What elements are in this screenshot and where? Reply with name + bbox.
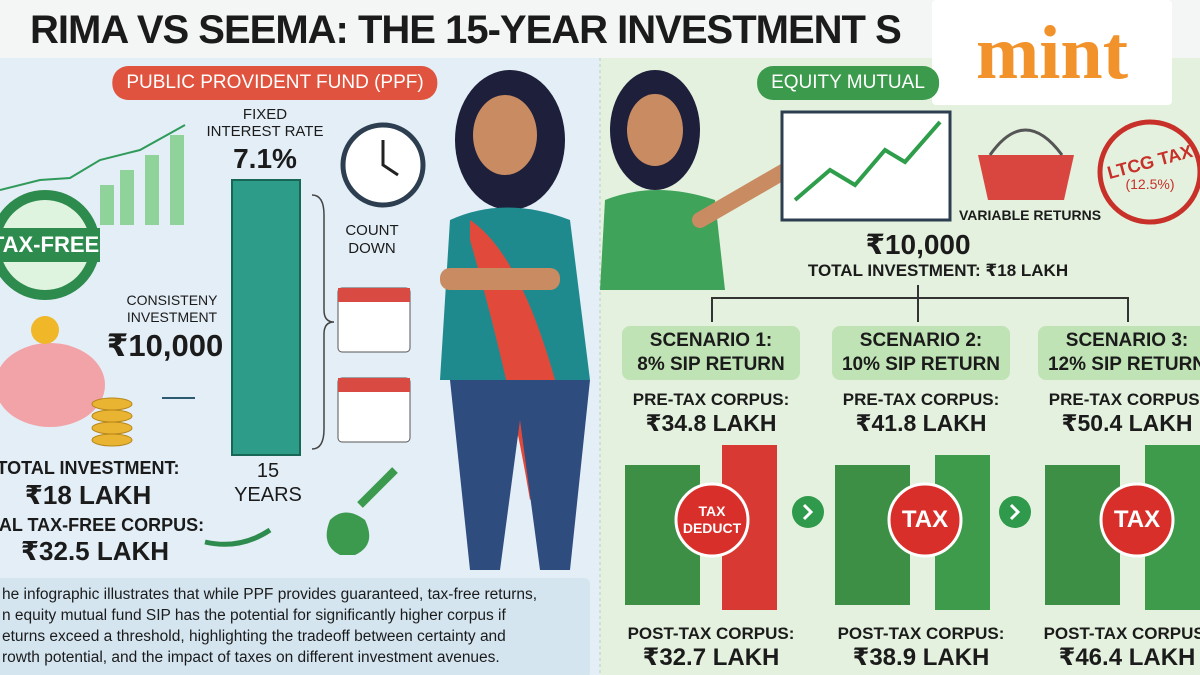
variable: VARIABLE RETURNS	[958, 207, 1102, 223]
equity-monthly: ₹10,000	[865, 229, 971, 260]
post-value: ₹38.9 LAKH	[852, 644, 990, 671]
post-label: POST-TAX CORPUS:	[1043, 624, 1200, 643]
tax-label: TAX	[698, 503, 726, 519]
caption-line: n equity mutual fund SIP has the potenti…	[2, 607, 506, 624]
pre-value: ₹50.4 LAKH	[1061, 410, 1193, 436]
caption-line: rowth potential, and the impact of taxes…	[2, 649, 500, 666]
rate-label: FIXED	[242, 106, 288, 123]
title: RIMA VS SEEMA: THE 15-YEAR INVESTMENT S	[30, 8, 902, 52]
post-value: ₹32.7 LAKH	[642, 644, 780, 671]
pre-value: ₹41.8 LAKH	[855, 410, 987, 436]
equity-total: TOTAL INVESTMENT: ₹18 LAKH	[807, 261, 1069, 280]
total-label: TOTAL INVESTMENT:	[0, 458, 180, 478]
ppf-heading: PUBLIC PROVIDENT FUND (PPF)	[112, 66, 438, 100]
pre-label: PRE-TAX CORPUS:	[1048, 390, 1200, 409]
corpus: ₹32.5 LAKH	[20, 536, 170, 566]
countdown: COUNT	[345, 222, 399, 239]
rate: 7.1%	[233, 143, 297, 174]
caption-line: he infographic illustrates that while PP…	[2, 586, 538, 603]
scenario-return: 10% SIP RETURN	[841, 354, 1001, 375]
pre-label: PRE-TAX CORPUS:	[632, 390, 790, 409]
logo: mint	[976, 11, 1128, 95]
years: YEARS	[234, 484, 302, 506]
scenario-title: SCENARIO 1:	[649, 330, 773, 351]
badge: TAX-FREE	[0, 232, 100, 257]
monthly: ₹10,000	[106, 328, 224, 363]
caption-line: eturns exceed a threshold, highlighting …	[2, 628, 506, 645]
pre-value: ₹34.8 LAKH	[645, 410, 777, 436]
tax-label: DEDUCT	[682, 520, 742, 536]
equity-heading: EQUITY MUTUAL	[757, 66, 939, 100]
years: 15	[256, 460, 280, 482]
post-label: POST-TAX CORPUS:	[837, 624, 1005, 643]
post-value: ₹46.4 LAKH	[1058, 644, 1196, 671]
total: ₹18 LAKH	[24, 480, 152, 510]
scenario-title: SCENARIO 3:	[1065, 330, 1189, 351]
scenario-return: 8% SIP RETURN	[637, 354, 785, 375]
tax-label: TAX	[1113, 506, 1161, 533]
pre-label: PRE-TAX CORPUS:	[842, 390, 1000, 409]
tax-label: TAX	[901, 506, 949, 533]
investment-label: CONSISTENY	[126, 292, 218, 308]
scenario-return: 12% SIP RETURN	[1047, 354, 1200, 375]
scenario-title: SCENARIO 2:	[859, 330, 983, 351]
corpus-label: NAL TAX-FREE CORPUS:	[0, 515, 205, 535]
tax-rate: (12.5%)	[1125, 176, 1175, 192]
investment-label: INVESTMENT	[126, 309, 218, 325]
post-label: POST-TAX CORPUS:	[627, 624, 795, 643]
caption: he infographic illustrates that while PP…	[2, 584, 537, 668]
countdown: DOWN	[348, 240, 396, 257]
rate-label: INTEREST RATE	[206, 123, 324, 140]
